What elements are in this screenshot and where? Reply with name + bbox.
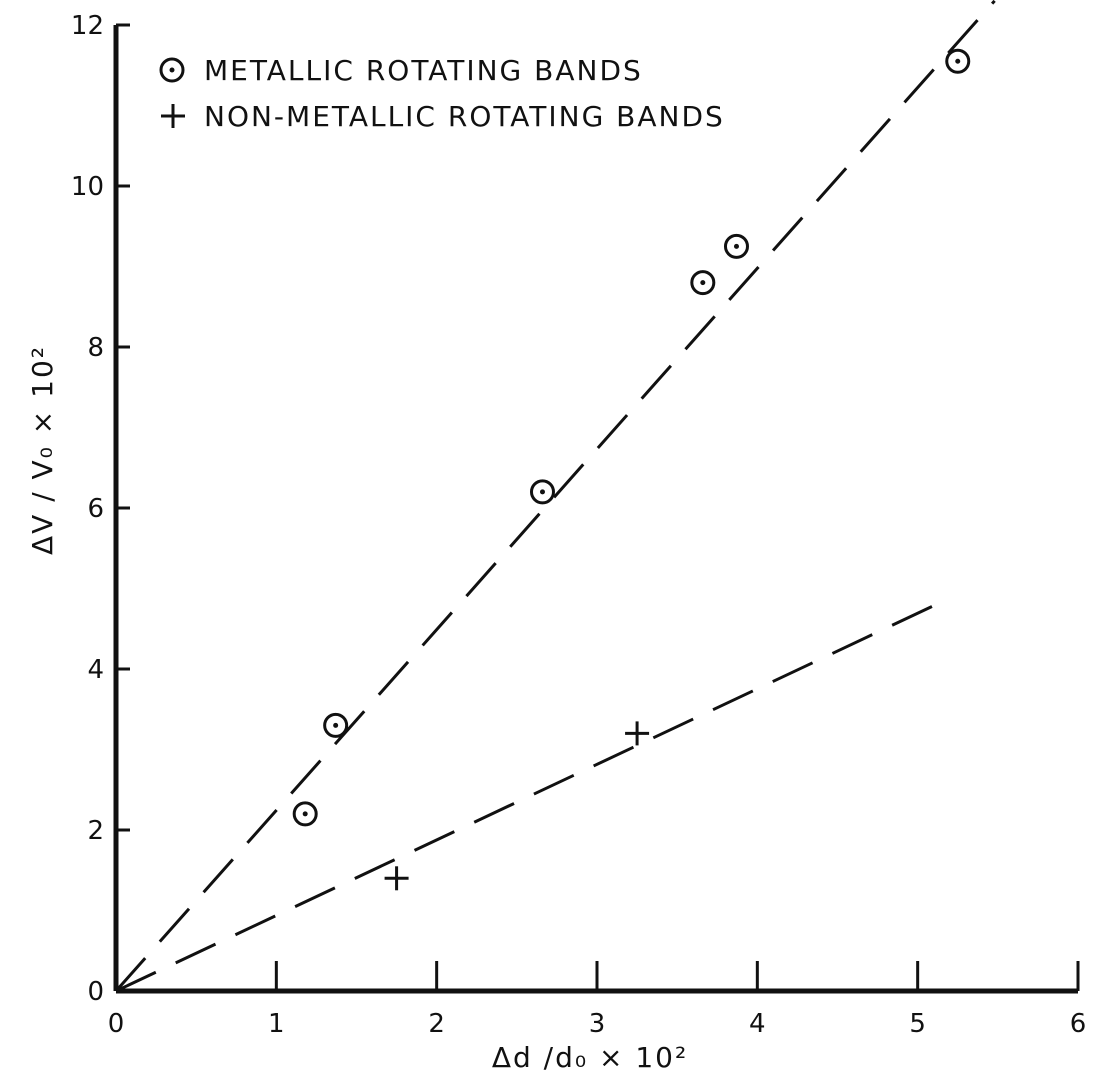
y-tick-label: 8: [87, 333, 104, 363]
x-tick-label: 3: [589, 1009, 606, 1039]
x-tick-label: 6: [1070, 1009, 1087, 1039]
x-tick-label: 5: [909, 1009, 926, 1039]
data-point-metallic: [323, 712, 349, 738]
y-tick-label: 0: [87, 977, 104, 1007]
y-tick-label: 6: [87, 494, 104, 524]
legend-marker-metallic: [159, 57, 185, 83]
data-point-nonmetallic: [625, 721, 650, 746]
fit-line-metallic: [114, 0, 996, 992]
fit-lines: [114, 0, 996, 993]
y-tick-label: 4: [87, 655, 104, 685]
x-tick-label: 1: [268, 1009, 285, 1039]
y-tick-label: 2: [87, 816, 104, 846]
y-tick-label: 10: [71, 172, 104, 202]
y-tick-label: 12: [71, 11, 104, 41]
data-point-metallic: [529, 479, 555, 505]
legend: METALLIC ROTATING BANDS NON-METALLIC ROT…: [159, 54, 725, 133]
x-tick-label: 0: [108, 1009, 125, 1039]
x-axis-title: Δd /d₀ × 10²: [492, 1041, 688, 1074]
x-tick-label: 2: [428, 1009, 445, 1039]
axes: [113, 25, 1078, 994]
data-point-metallic: [690, 270, 716, 296]
data-point-metallic: [723, 233, 749, 259]
y-axis-title: ΔV / V₀ × 10²: [26, 345, 59, 555]
data-point-metallic: [292, 801, 318, 827]
fit-line-nonmetallic: [115, 596, 951, 993]
x-tick-label: 4: [749, 1009, 766, 1039]
legend-label-nonmetallic: NON-METALLIC ROTATING BANDS: [204, 100, 725, 133]
data-point-nonmetallic: [384, 866, 409, 891]
legend-label-metallic: METALLIC ROTATING BANDS: [204, 54, 643, 87]
markers: [292, 48, 971, 891]
legend-marker-nonmetallic: [161, 104, 185, 128]
data-point-metallic: [945, 48, 971, 74]
